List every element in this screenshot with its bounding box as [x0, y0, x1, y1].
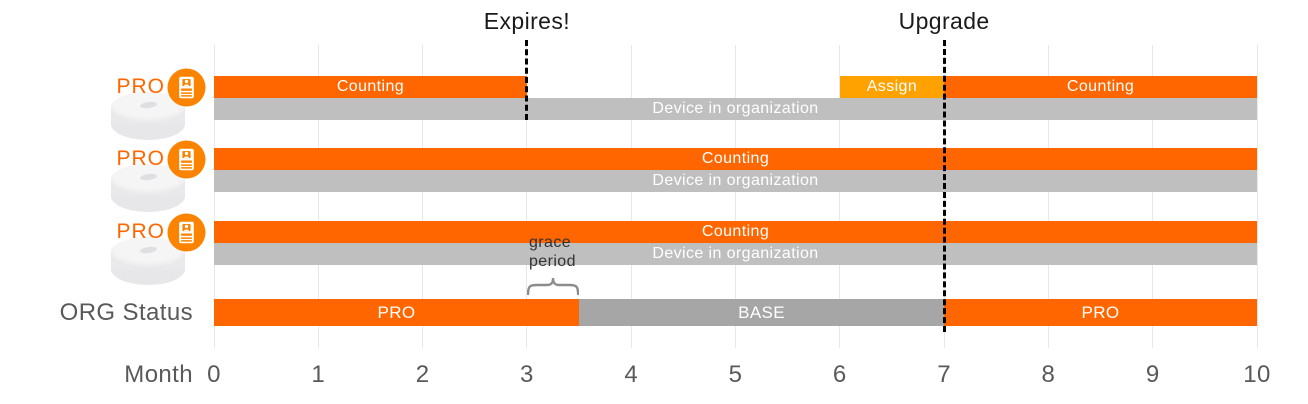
org-status-label: ORG Status: [59, 299, 193, 326]
gridline-month-10: [1256, 45, 1258, 348]
device-in-organization-bar: Device in organization: [214, 98, 1257, 120]
month-tick-label: 8: [1041, 361, 1056, 388]
pro-license-label: PRO: [116, 220, 165, 243]
month-tick-label: 1: [311, 361, 326, 388]
org-status-segment-base: BASE: [579, 299, 945, 326]
pro-license-label: PRO: [116, 75, 165, 98]
license-badge-icon: [167, 68, 206, 107]
counting-bar: Counting: [944, 76, 1257, 98]
device-puck: [111, 90, 185, 142]
grace-period-line1: grace: [529, 234, 572, 251]
org-status-segment-pro: PRO: [944, 299, 1257, 326]
gridline-month-4: [630, 45, 632, 348]
org-status-segment-pro: PRO: [214, 299, 580, 326]
upgrade-dashed-line: [942, 40, 946, 332]
gridline-month-5: [735, 45, 736, 348]
gridline-month-8: [1047, 45, 1049, 348]
license-badge-icon: [167, 140, 206, 179]
month-tick-label: 3: [520, 361, 534, 388]
month-tick-label: 7: [937, 361, 951, 388]
counting-bar: Counting: [214, 148, 1257, 170]
grace-period-brace: [526, 277, 580, 296]
month-tick-label: 5: [728, 361, 743, 388]
device-in-organization-bar: Device in organization: [214, 243, 1257, 265]
pro-license-label: PRO: [116, 147, 165, 170]
month-tick-label: 9: [1145, 361, 1160, 388]
month-tick-label: 2: [415, 361, 430, 388]
month-tick-label: 4: [624, 361, 639, 388]
gridline-month-1: [317, 45, 319, 348]
counting-bar: Counting: [214, 76, 527, 98]
device-puck: [111, 162, 185, 214]
device-puck: [111, 235, 185, 287]
assign-bar: Assign: [839, 76, 945, 98]
expires-label: Expires!: [483, 8, 571, 34]
grace-period-line2: period: [529, 253, 576, 270]
month-tick-label: 0: [207, 361, 221, 388]
gridline-month-6: [839, 45, 841, 348]
counting-bar: Counting: [214, 221, 1257, 243]
month-axis-label: Month: [124, 361, 193, 388]
expires-dashed-line: [525, 40, 529, 120]
upgrade-label: Upgrade: [898, 8, 990, 34]
gridline-month-9: [1152, 45, 1154, 348]
month-tick-label: 6: [832, 361, 847, 388]
gridline-month-0: [213, 45, 215, 348]
device-in-organization-bar: Device in organization: [214, 170, 1257, 192]
license-badge-icon: [167, 213, 206, 252]
gridline-month-2: [422, 45, 424, 348]
gridline-month-3: [526, 45, 528, 348]
grace-period-label: grace period: [529, 233, 576, 271]
month-tick-label: 10: [1243, 361, 1271, 388]
